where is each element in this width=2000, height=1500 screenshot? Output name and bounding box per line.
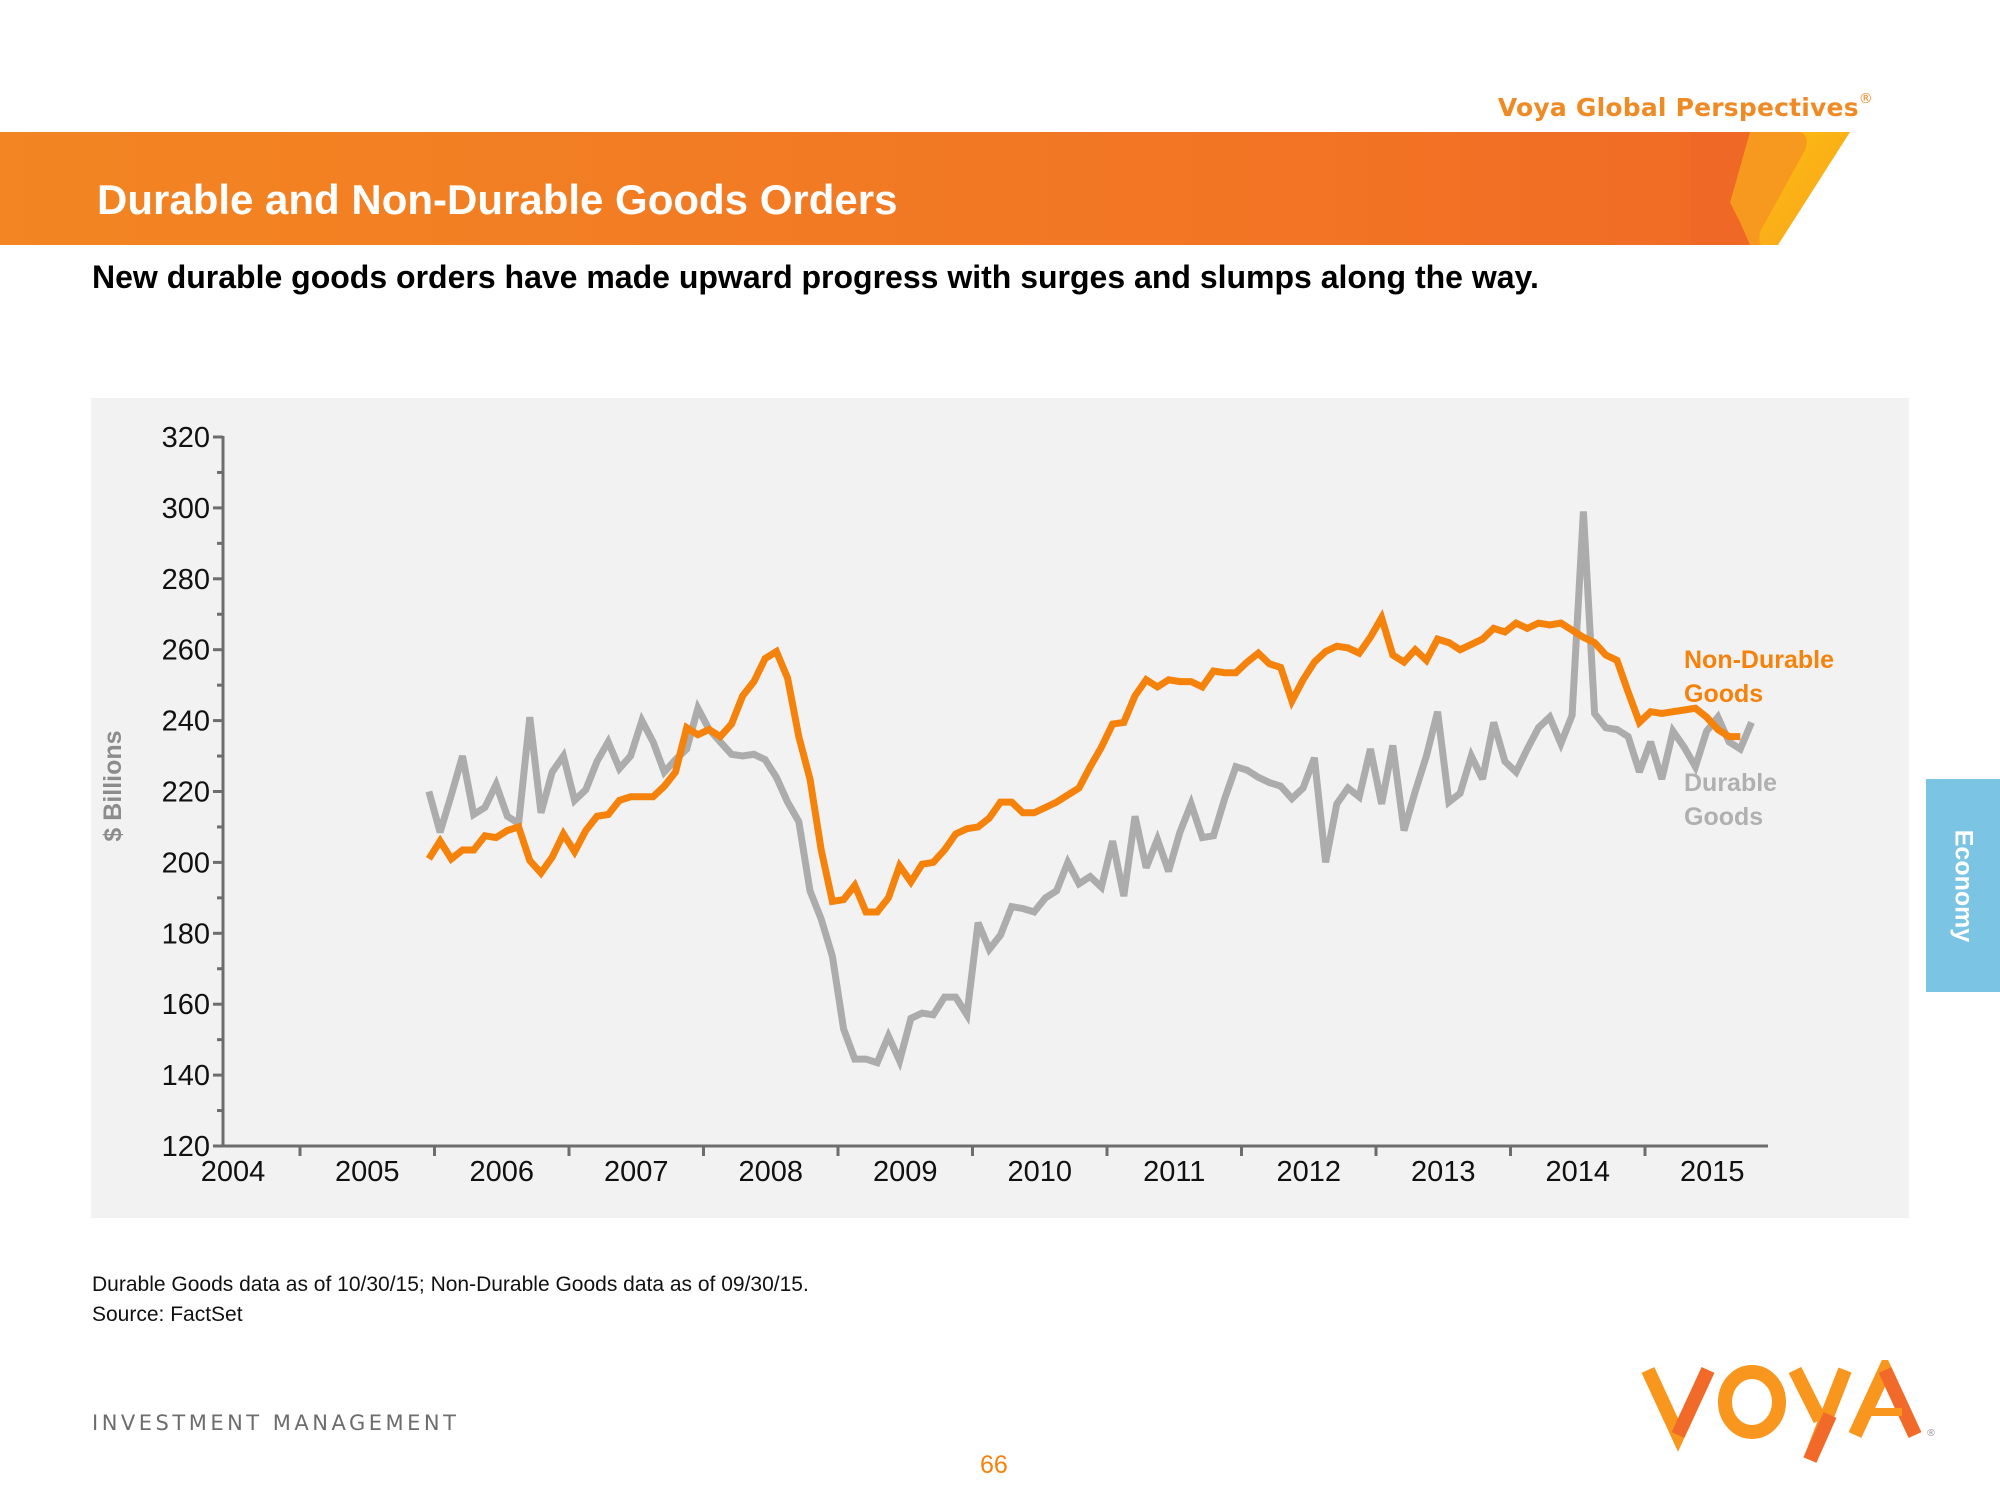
source-note: Source: FactSet <box>92 1303 243 1326</box>
y-tick-label: 140 <box>162 1060 210 1092</box>
x-tick-label: 2013 <box>1411 1156 1476 1188</box>
y-tick-label: 160 <box>162 989 210 1021</box>
y-tick-label: 120 <box>162 1131 210 1163</box>
registered-mark: ® <box>1858 91 1873 107</box>
page-number: 66 <box>980 1451 1008 1479</box>
y-tick-label: 240 <box>162 706 210 738</box>
data-date-note: Durable Goods data as of 10/30/15; Non-D… <box>92 1273 809 1296</box>
division-label: INVESTMENT MANAGEMENT <box>92 1411 460 1435</box>
x-tick-label: 2009 <box>873 1156 938 1188</box>
y-tick-label: 320 <box>162 422 210 454</box>
y-tick-label: 180 <box>162 918 210 950</box>
series-label-durable-line1: Durable <box>1684 769 1777 797</box>
series-line-durable-goods <box>425 511 1755 1072</box>
chart-axes: 120 140 160 180 200 220 240 260 280 300 320 2004 200… <box>162 422 1768 1188</box>
section-tab-label: Economy <box>1949 829 1978 942</box>
section-tab-economy[interactable]: Economy <box>1926 779 2000 992</box>
x-tick-label: 2004 <box>201 1156 266 1188</box>
y-tick-label: 300 <box>162 493 210 525</box>
x-tick-label: 2012 <box>1276 1156 1341 1188</box>
series-label-durable-line2: Goods <box>1684 803 1763 831</box>
footnote: Durable Goods data as of 10/30/15; Non-D… <box>92 1270 809 1330</box>
chart-panel: 120 140 160 180 200 220 240 260 280 300 320 2004 200… <box>91 398 1909 1218</box>
y-tick-label: 200 <box>162 847 210 879</box>
x-tick-label: 2015 <box>1680 1156 1745 1188</box>
y-tick-label: 260 <box>162 635 210 667</box>
x-tick-label: 2006 <box>469 1156 534 1188</box>
x-tick-label: 2011 <box>1143 1156 1205 1188</box>
x-tick-label: 2007 <box>604 1156 669 1188</box>
svg-text:®: ® <box>1926 1428 1936 1439</box>
x-tick-label: 2008 <box>738 1156 803 1188</box>
y-tick-label: 220 <box>162 777 210 809</box>
line-chart: 120 140 160 180 200 220 240 260 280 300 320 2004 200… <box>99 422 1834 1188</box>
x-tick-label: 2014 <box>1545 1156 1610 1188</box>
voya-logo-icon: ® <box>1641 1360 1936 1463</box>
y-axis-title: $ Billions <box>99 730 127 841</box>
series-line-non-durable-goods <box>425 609 1741 916</box>
page-title: Durable and Non-Durable Goods Orders <box>97 176 898 223</box>
x-tick-label: 2005 <box>335 1156 400 1188</box>
slide-subtitle: New durable goods orders have made upwar… <box>92 259 1539 295</box>
brand-header: Voya Global Perspectives® <box>1497 91 1873 122</box>
brand-header-text: Voya Global Perspectives <box>1497 93 1859 122</box>
title-banner <box>0 132 1860 245</box>
y-tick-label: 280 <box>162 564 210 596</box>
series-label-non-durable-line2: Goods <box>1684 680 1763 708</box>
chart-series <box>425 511 1755 1072</box>
series-label-non-durable-line1: Non-Durable <box>1684 646 1834 674</box>
x-tick-label: 2010 <box>1007 1156 1072 1188</box>
voya-v-mark-icon <box>1690 132 1860 245</box>
